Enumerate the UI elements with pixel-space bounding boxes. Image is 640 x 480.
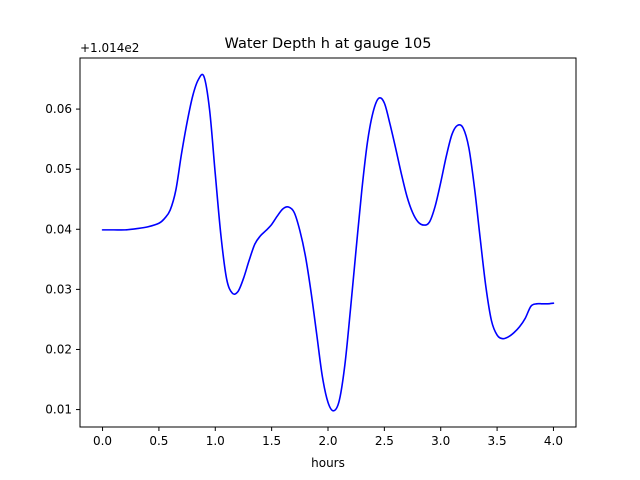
x-tick-label: 0.5 [149, 434, 168, 448]
series-line-0 [101, 73, 555, 412]
y-tick-label: 0.01 [45, 403, 72, 417]
y-tick-label: 0.04 [45, 222, 72, 236]
x-tick-label: 2.0 [318, 434, 337, 448]
chart-title: Water Depth h at gauge 105 [225, 36, 432, 52]
y-tick-label: 0.05 [45, 162, 72, 176]
axes: 0.0 0.5 1.0 1.5 2.0 2.5 3.0 3.5 4.0 0.01 0.02 0.03 0… [45, 57, 577, 448]
x-tick-label: 3.5 [488, 434, 507, 448]
x-tick-label: 3.0 [431, 434, 450, 448]
y-tick-label: 0.02 [45, 342, 72, 356]
x-tick-label: 1.5 [262, 434, 281, 448]
x-tick-label: 2.5 [375, 434, 394, 448]
axes-frame [79, 57, 577, 428]
y-tick-label: 0.06 [45, 102, 72, 116]
x-tick-label: 1.0 [206, 434, 225, 448]
x-tick-label: 4.0 [544, 434, 563, 448]
x-tick-label: 0.0 [93, 434, 112, 448]
y-tick-label: 0.03 [45, 282, 72, 296]
plot-area [101, 73, 555, 412]
y-axis-offset-label: +1.014e2 [80, 41, 139, 55]
x-axis-label: hours [311, 456, 345, 470]
